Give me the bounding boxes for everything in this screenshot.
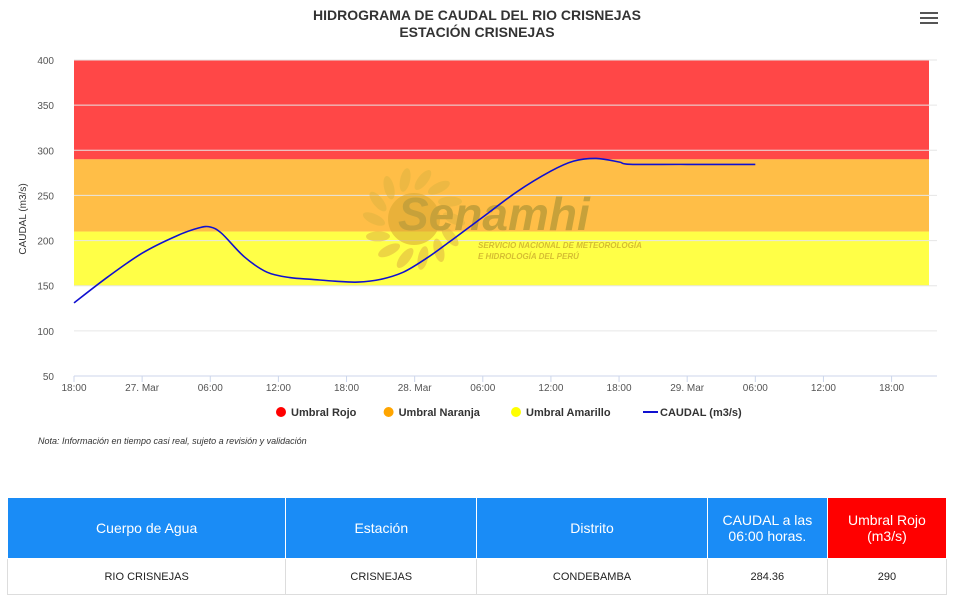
x-tick-label: 12:00: [538, 383, 563, 394]
chart-subtitle: ESTACIÓN CRISNEJAS: [399, 23, 554, 40]
series-line-caudal: [73, 157, 756, 304]
y-tick-label: 250: [37, 191, 54, 202]
band-umbral-rojo: [74, 60, 929, 160]
x-tick-label: 28. Mar: [398, 383, 433, 394]
senamhi-watermark: Senamhi SERVICIO NACIONAL DE METEOROLOGÍ…: [362, 168, 642, 270]
header-caudal: CAUDAL a las 06:00 horas.: [706, 497, 828, 559]
y-axis-label: CAUDAL (m3/s): [18, 183, 29, 254]
x-tick-label: 29. Mar: [670, 383, 705, 394]
x-tick-label: 06:00: [198, 383, 223, 394]
sun-logo-icon: [362, 168, 466, 270]
header-umbral-rojo: Umbral Rojo (m3/s): [826, 497, 948, 559]
header-cuerpo-de-agua: Cuerpo de Agua: [6, 497, 287, 559]
legend-item-label: Umbral Amarillo: [526, 407, 611, 419]
header-estacion: Estación: [285, 497, 478, 559]
watermark-line-1: SERVICIO NACIONAL DE METEOROLOGÍA: [478, 241, 642, 250]
x-tick-label: 18:00: [607, 383, 632, 394]
cell-estacion: CRISNEJAS: [285, 558, 478, 595]
cell-caudal: 284.36: [706, 558, 828, 595]
table-row: RIO CRISNEJAS CRISNEJAS CONDEBAMBA 284.3…: [6, 558, 948, 595]
station-info-table: Cuerpo de Agua Estación Distrito CAUDAL …: [6, 497, 948, 595]
y-tick-label: 150: [37, 282, 54, 293]
legend-item-label: CAUDAL (m3/s): [660, 407, 742, 419]
y-tick-label: 200: [37, 237, 54, 248]
legend-item-label: Umbral Rojo: [291, 407, 357, 419]
y-tick-label: 50: [43, 372, 55, 383]
watermark-line-2: E HIDROLOGÍA DEL PERÚ: [478, 252, 579, 261]
x-tick-label: 18:00: [61, 383, 86, 394]
y-tick-label: 400: [37, 56, 54, 67]
hydrograph-chart: HIDROGRAMA DE CAUDAL DEL RIO CRISNEJAS E…: [18, 7, 937, 419]
table-header-row: Cuerpo de Agua Estación Distrito CAUDAL …: [6, 497, 948, 559]
x-tick-label: 18:00: [334, 383, 359, 394]
legend-marker: [276, 407, 286, 417]
chart-title: HIDROGRAMA DE CAUDAL DEL RIO CRISNEJAS: [313, 7, 641, 23]
watermark-logo-text: Senamhi: [398, 188, 591, 240]
chart-note: Nota: Información en tiempo casi real, s…: [38, 436, 307, 446]
x-tick-label: 12:00: [266, 383, 291, 394]
legend-marker: [511, 407, 521, 417]
header-distrito: Distrito: [476, 497, 708, 559]
x-tick-label: 06:00: [470, 383, 495, 394]
hamburger-menu-icon[interactable]: [920, 10, 938, 26]
cell-distrito: CONDEBAMBA: [476, 558, 708, 595]
legend-marker: [383, 407, 394, 417]
y-tick-label: 350: [37, 101, 54, 112]
x-tick-label: 12:00: [811, 383, 836, 394]
x-tick-label: 06:00: [743, 383, 768, 394]
x-tick-label: 18:00: [879, 383, 904, 394]
y-tick-label: 100: [37, 327, 54, 338]
legend-item-label: Umbral Naranja: [399, 407, 481, 419]
cell-cuerpo-de-agua: RIO CRISNEJAS: [6, 558, 287, 595]
x-tick-label: 27. Mar: [125, 383, 160, 394]
y-tick-label: 300: [37, 146, 54, 157]
cell-umbral-rojo: 290: [826, 558, 948, 595]
